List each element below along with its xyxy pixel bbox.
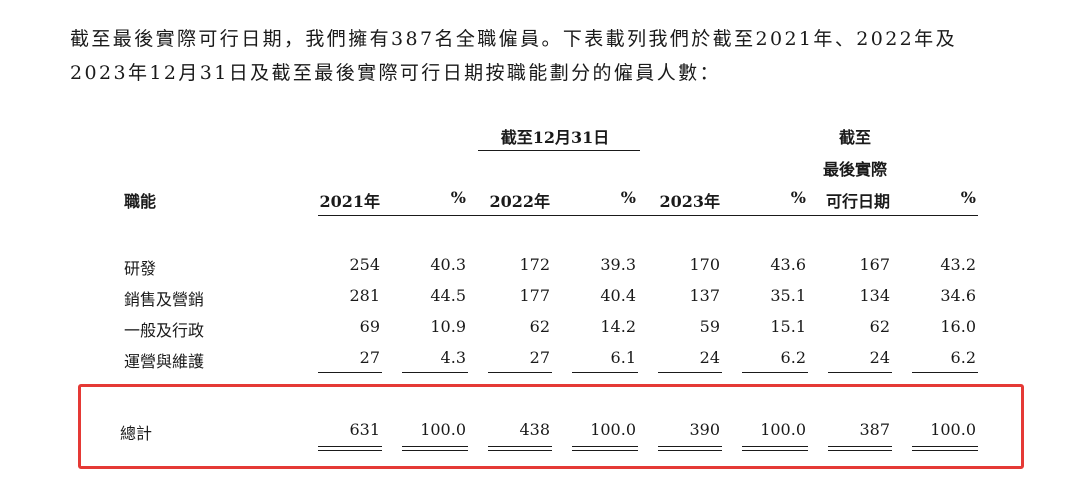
total-double-rule xyxy=(488,446,552,451)
col-header-2022: 2022年 xyxy=(489,192,550,211)
cell-value: 59 xyxy=(699,317,720,336)
cell-value: 24 xyxy=(869,348,890,367)
cell-value: 254 xyxy=(349,255,380,274)
cell-value: 281 xyxy=(349,286,380,305)
subtotal-rule xyxy=(402,372,468,373)
col-header-pct-latest: % xyxy=(960,188,976,207)
cell-value: 167 xyxy=(859,255,890,274)
cell-value: 44.5 xyxy=(430,286,466,305)
col-header-pct-2022: % xyxy=(620,188,636,207)
col-header-2021: 2021年 xyxy=(319,192,380,211)
cell-value: 172 xyxy=(519,255,550,274)
subtotal-rule xyxy=(658,372,722,373)
subtotal-rule xyxy=(912,372,978,373)
cell-value: 6.2 xyxy=(780,348,806,367)
cell-value: 15.1 xyxy=(770,317,806,336)
cell-value: 24 xyxy=(699,348,720,367)
group-header: 截至12月31日 xyxy=(500,128,610,147)
row-label: 銷售及營銷 xyxy=(124,290,205,309)
total-double-rule xyxy=(742,446,808,451)
total-double-rule xyxy=(658,446,722,451)
total-value: 387 xyxy=(859,420,890,439)
subtotal-rule xyxy=(828,372,892,373)
col-header-pct-2023: % xyxy=(790,188,806,207)
cell-value: 62 xyxy=(869,317,890,336)
cell-value: 14.2 xyxy=(600,317,636,336)
subtotal-rule xyxy=(318,372,382,373)
total-double-rule xyxy=(572,446,638,451)
col-header-pct-2021: % xyxy=(450,188,466,207)
cell-value: 170 xyxy=(689,255,720,274)
cell-value: 62 xyxy=(529,317,550,336)
cell-value: 43.2 xyxy=(940,255,976,274)
function-header: 職能 xyxy=(124,192,157,211)
cell-value: 39.3 xyxy=(600,255,636,274)
row-label: 運營與維護 xyxy=(124,352,205,371)
cell-value: 6.1 xyxy=(610,348,636,367)
total-double-rule xyxy=(828,446,892,451)
cell-value: 27 xyxy=(529,348,550,367)
subtotal-rule xyxy=(572,372,638,373)
intro-paragraph: 截至最後實際可行日期，我們擁有387名全職僱員。下表載列我們於截至2021年、2… xyxy=(70,28,957,84)
cell-value: 35.1 xyxy=(770,286,806,305)
cell-value: 6.2 xyxy=(950,348,976,367)
cell-value: 34.6 xyxy=(940,286,976,305)
header-rule xyxy=(318,215,978,216)
cell-value: 4.3 xyxy=(440,348,466,367)
subtotal-rule xyxy=(488,372,552,373)
latest-header-line1: 截至 xyxy=(838,128,871,147)
total-value: 390 xyxy=(689,420,720,439)
total-double-rule xyxy=(402,446,468,451)
cell-value: 40.4 xyxy=(600,286,636,305)
total-highlight-box xyxy=(78,384,1024,469)
total-value: 100.0 xyxy=(760,420,806,439)
total-value: 100.0 xyxy=(590,420,636,439)
cell-value: 43.6 xyxy=(770,255,806,274)
total-double-rule xyxy=(912,446,978,451)
cell-value: 69 xyxy=(359,317,380,336)
cell-value: 40.3 xyxy=(430,255,466,274)
cell-value: 134 xyxy=(859,286,890,305)
total-double-rule xyxy=(318,446,382,451)
cell-value: 137 xyxy=(689,286,720,305)
cell-value: 10.9 xyxy=(430,317,466,336)
cell-value: 177 xyxy=(519,286,550,305)
total-value: 631 xyxy=(349,420,380,439)
col-header-2023: 2023年 xyxy=(659,192,720,211)
total-value: 438 xyxy=(519,420,550,439)
row-label: 研發 xyxy=(124,259,157,278)
row-label: 一般及行政 xyxy=(124,321,205,340)
subtotal-rule xyxy=(742,372,808,373)
col-header-latest: 可行日期 xyxy=(825,192,890,211)
total-value: 100.0 xyxy=(930,420,976,439)
cell-value: 27 xyxy=(359,348,380,367)
total-label: 總計 xyxy=(120,424,153,443)
total-value: 100.0 xyxy=(420,420,466,439)
cell-value: 16.0 xyxy=(940,317,976,336)
latest-header-line2: 最後實際 xyxy=(822,160,887,179)
group-header-rule xyxy=(478,150,640,151)
